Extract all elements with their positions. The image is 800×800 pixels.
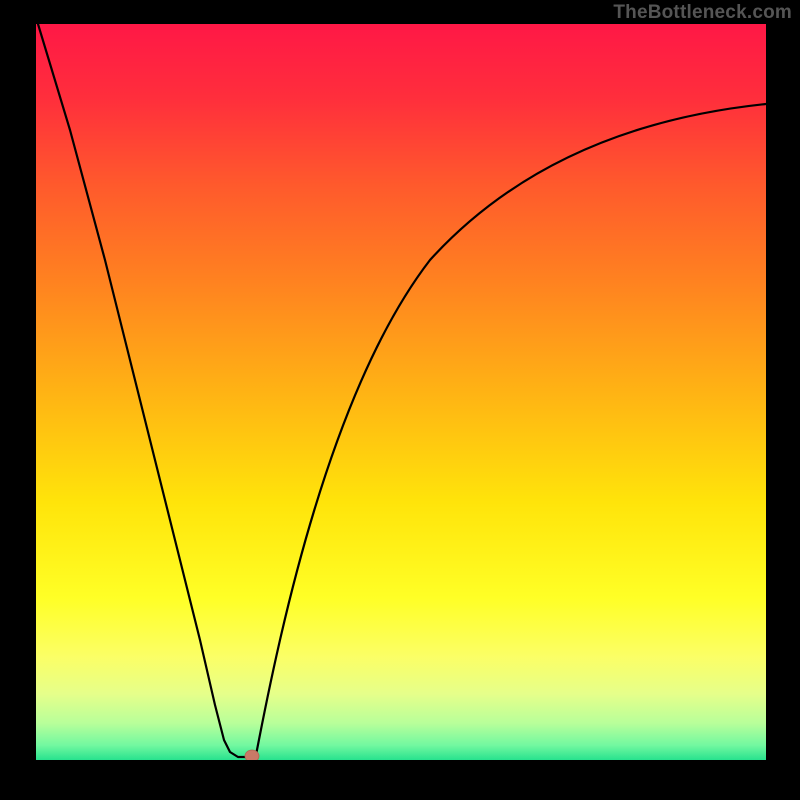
chart-stage: TheBottleneck.com: [0, 0, 800, 800]
gradient-plot-background: [36, 24, 766, 760]
bottleneck-chart: [0, 0, 800, 800]
watermark-text: TheBottleneck.com: [613, 2, 792, 24]
